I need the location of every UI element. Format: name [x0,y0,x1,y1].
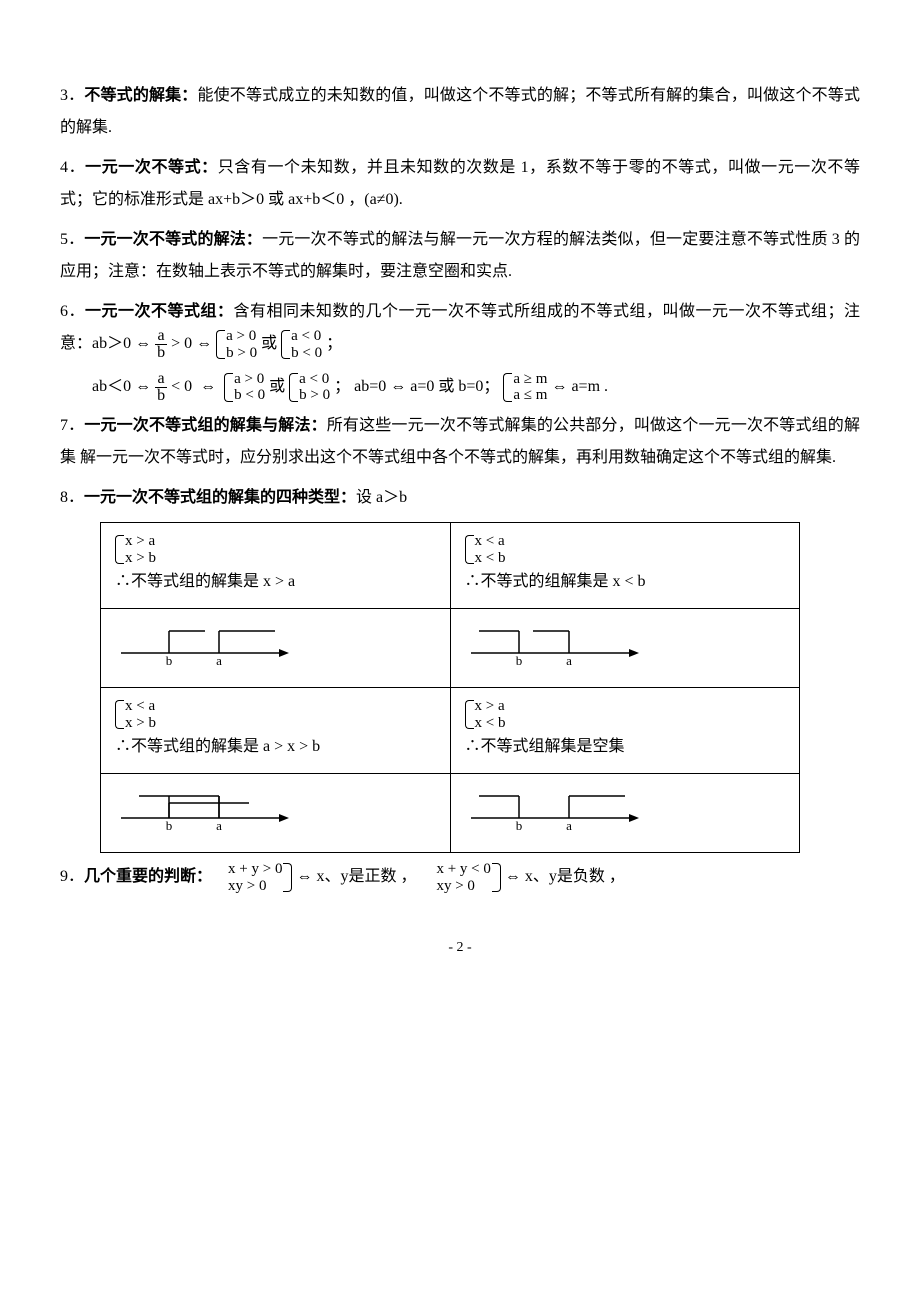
item-num: 8． [60,489,84,506]
item-title: 一元一次不等式组： [85,303,234,320]
item-6-line2: ab＜0 ⇔ ab < 0 ⇔ a > 0b < 0 或 a < 0b > 0 … [92,369,860,404]
system-1: a > 0b > 0 [216,328,257,361]
item-num: 5． [60,231,84,248]
item-3: 3．不等式的解集：能使不等式成立的未知数的值，叫做这个不等式的解；不等式所有解的… [60,80,860,144]
system: x + y > 0xy > 0 [228,861,292,894]
system: x + y < 0xy > 0 [436,861,500,894]
svg-text:a: a [216,818,222,830]
system: x < ax > b [115,698,156,731]
item-6: 6．一元一次不等式组：含有相同未知数的几个一元一次不等式所组成的不等式组，叫做一… [60,296,860,361]
item-title: 不等式的解集： [84,87,197,104]
system: x < ax < b [465,533,506,566]
table-row: x < ax > b ∴不等式组的解集是 a > x > b x > ax < … [101,688,800,774]
cell-3: x < ax > b ∴不等式组的解集是 a > x > b [101,688,451,774]
cell-4: x > ax < b ∴不等式组解集是空集 [450,688,800,774]
system-2: a < 0b < 0 [281,328,322,361]
item-9: 9．几个重要的判断： x + y > 0xy > 0 ⇔ x、y是正数 ， x … [60,861,860,894]
system-3: a > 0b < 0 [224,371,265,404]
item-num: 7． [60,417,84,434]
svg-text:b: b [515,818,522,830]
item-title: 一元一次不等式组的解集的四种类型： [84,489,356,506]
numberline-icon: ba [465,619,645,665]
svg-text:b: b [166,818,173,830]
types-table: x > ax > b ∴不等式组的解集是 x > a x < ax < b ∴不… [100,522,800,853]
item-num: 4． [60,159,85,176]
table-row: ba ba [101,774,800,853]
svg-text:b: b [166,653,173,665]
item-7: 7．一元一次不等式组的解集与解法：所有这些一元一次不等式解集的公共部分，叫做这个… [60,410,860,474]
diagram-4: ba [450,774,800,853]
item-8: 8．一元一次不等式组的解集的四种类型：设 a＞b [60,482,860,514]
system: x > ax > b [115,533,156,566]
system-4: a < 0b > 0 [289,371,330,404]
item-5: 5．一元一次不等式的解法：一元一次不等式的解法与解一元一次方程的解法类似，但一定… [60,224,860,288]
svg-text:a: a [566,818,572,830]
system-5: a ≥ ma ≤ m [503,371,547,404]
numberline-icon: ba [115,619,295,665]
svg-text:a: a [216,653,222,665]
item-4: 4．一元一次不等式：只含有一个未知数，并且未知数的次数是 1，系数不等于零的不等… [60,152,860,216]
table-row: ba ba [101,609,800,688]
item-title: 一元一次不等式组的解集与解法： [84,417,326,434]
item-num: 6． [60,303,85,320]
item-num: 3． [60,87,84,104]
item-title: 一元一次不等式： [85,159,218,176]
item-title: 一元一次不等式的解法： [84,231,262,248]
diagram-1: ba [101,609,451,688]
numberline-icon: ba [115,784,295,830]
cell-2: x < ax < b ∴不等式的组解集是 x < b [450,523,800,609]
table-row: x > ax > b ∴不等式组的解集是 x > a x < ax < b ∴不… [101,523,800,609]
item-body: 设 a＞b [356,489,407,506]
numberline-icon: ba [465,784,645,830]
item-title: 几个重要的判断： [84,868,212,885]
svg-text:a: a [566,653,572,665]
fraction: ab [155,328,167,361]
svg-text:b: b [515,653,522,665]
system: x > ax < b [465,698,506,731]
item-num: 9． [60,868,84,885]
diagram-2: ba [450,609,800,688]
cell-1: x > ax > b ∴不等式组的解集是 x > a [101,523,451,609]
page-number: - 2 - [60,934,860,962]
fraction: ab [155,371,167,404]
diagram-3: ba [101,774,451,853]
